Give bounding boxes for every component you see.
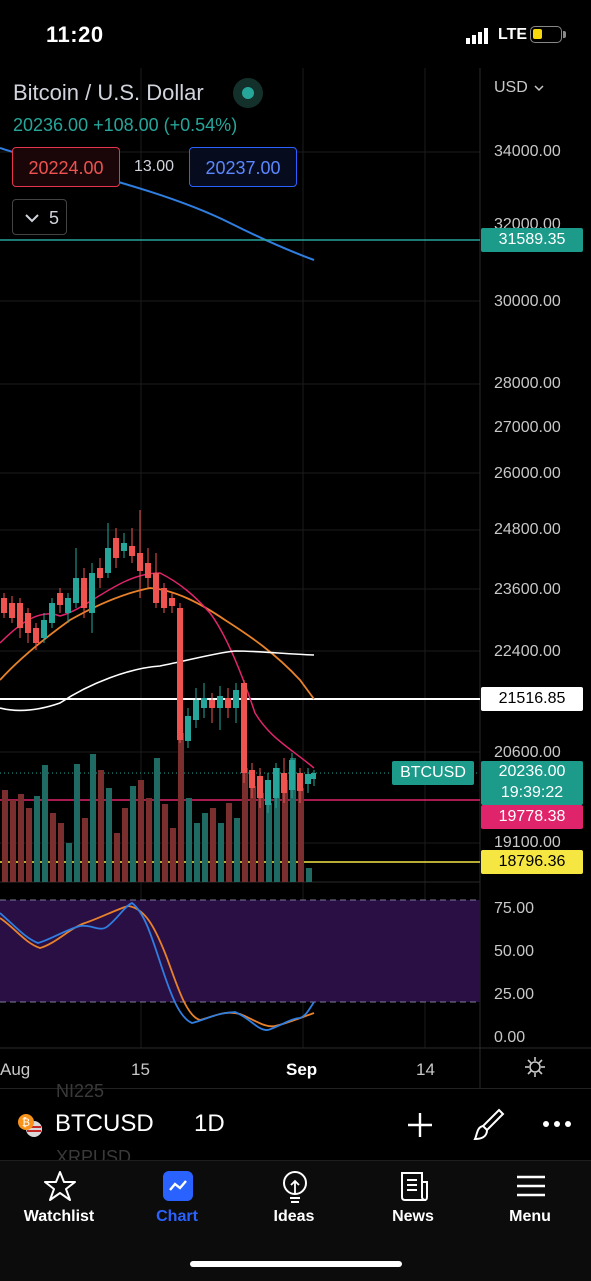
market-open-indicator [233, 78, 263, 108]
chevron-down-icon [534, 85, 544, 92]
indicators-toggle-button[interactable]: 5 [12, 199, 67, 235]
star-icon [44, 1171, 76, 1201]
candlesticks [1, 510, 316, 813]
network-label: LTE [498, 26, 528, 43]
time-axis-label: 14 [416, 1060, 435, 1079]
currency-selector[interactable]: USD [494, 79, 544, 97]
last-price: 20236.00 [498, 763, 566, 780]
stoch-blue-line [0, 901, 315, 1031]
menu-icon [517, 1175, 545, 1197]
symbol-tag: BTCUSD [392, 761, 474, 785]
battery-nub [563, 31, 566, 38]
time-axis-label: 15 [131, 1060, 150, 1079]
interval-button[interactable]: 1D [194, 1110, 225, 1137]
level-badge-white: 21516.85 [481, 687, 583, 711]
price-scale-label: 27000.00 [494, 419, 561, 436]
oscillator-band [0, 900, 480, 1002]
indicators-count: 5 [49, 208, 60, 228]
price-scale-label: 30000.00 [494, 293, 561, 310]
tab-label: Chart [156, 1208, 198, 1225]
price-scale-label: 19100.00 [494, 834, 561, 851]
oscillator-scale-label: 25.00 [494, 986, 535, 1003]
price-scale-label: 20600.00 [494, 744, 561, 761]
status-time: 11:20 [46, 22, 104, 47]
time-axis-label: Aug [0, 1060, 31, 1079]
price-scale-label: 22400.00 [494, 643, 561, 660]
price-scale-label: 34000.00 [494, 143, 561, 160]
bar-countdown: 19:39:22 [500, 784, 564, 801]
symbol-button[interactable]: BTCUSD [55, 1110, 154, 1137]
ema-pink-line [0, 572, 315, 769]
brush-icon[interactable] [473, 1107, 505, 1143]
buy-button[interactable]: 20237.00 [189, 147, 297, 187]
tab-label: News [392, 1208, 434, 1225]
chart-icon [163, 1171, 193, 1201]
tab-label: Ideas [273, 1208, 315, 1225]
plus-icon[interactable] [406, 1111, 434, 1139]
ghost-symbol: NI225 [56, 1081, 105, 1101]
price-change-line: 20236.00 +108.00 (+0.54%) [13, 115, 238, 135]
tab-bar [0, 1160, 591, 1281]
chart-area[interactable] [0, 68, 591, 1088]
level-badge-teal: 31589.35 [481, 228, 583, 252]
stoch-orange-line [0, 905, 315, 1028]
level-badge-pink: 19778.38 [481, 805, 583, 829]
chart-title: Bitcoin / U.S. Dollar [13, 80, 204, 105]
oscillator-scale-label: 75.00 [494, 900, 535, 917]
volume-bars [2, 733, 312, 882]
news-icon [401, 1172, 428, 1201]
lightbulb-icon [283, 1171, 307, 1203]
price-scale-label: 24800.00 [494, 521, 561, 538]
battery-icon [530, 26, 562, 43]
price-chart[interactable] [0, 68, 591, 1088]
more-icon[interactable] [542, 1119, 572, 1129]
tab-label: Menu [509, 1208, 551, 1225]
tab-label: Watchlist [23, 1208, 95, 1225]
sma-white-line [0, 650, 315, 712]
signal-icon [466, 28, 488, 44]
currency-label: USD [494, 79, 528, 96]
svg-text:₿: ₿ [22, 1116, 30, 1129]
last-price-badge: 20236.00 19:39:22 [481, 761, 583, 805]
bitcoin-usd-icon: ₿ [18, 1114, 42, 1137]
oscillator-scale-label: 50.00 [494, 943, 535, 960]
price-scale-label: 23600.00 [494, 581, 561, 598]
price-scale-label: 26000.00 [494, 465, 561, 482]
oscillator-scale-label: 0.00 [494, 1029, 526, 1046]
ema-orange-line [0, 587, 315, 700]
price-scale-label: 28000.00 [494, 375, 561, 392]
sell-button[interactable]: 20224.00 [12, 147, 120, 187]
home-indicator[interactable] [190, 1261, 402, 1267]
symbol-toolbar [0, 1088, 591, 1161]
gear-icon[interactable] [524, 1056, 546, 1078]
time-axis-label: Sep [286, 1060, 318, 1079]
level-badge-yellow: 18796.36 [481, 850, 583, 874]
chevron-down-icon [25, 214, 39, 223]
spread-value: 13.00 [134, 158, 175, 175]
